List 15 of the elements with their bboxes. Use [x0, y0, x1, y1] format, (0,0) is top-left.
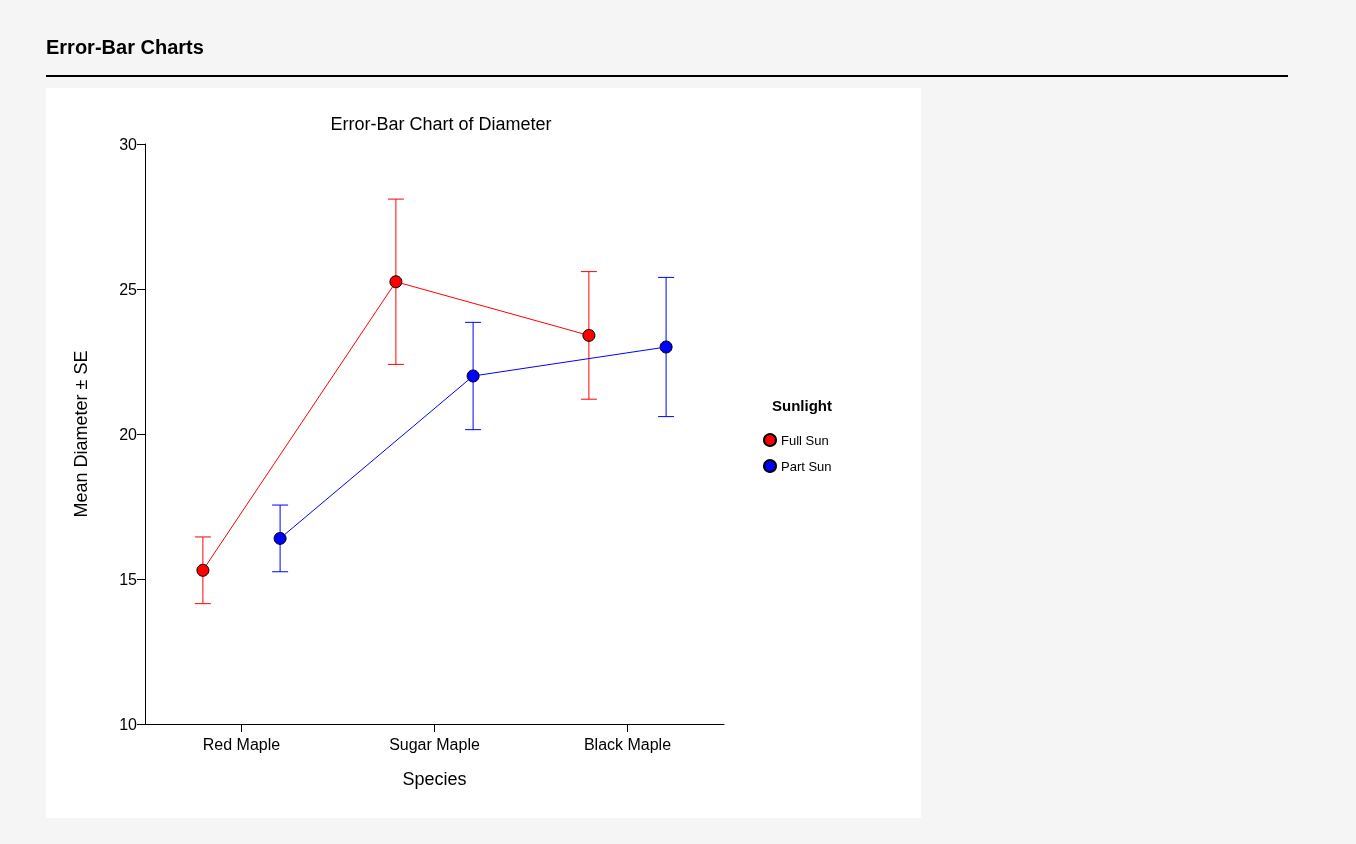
legend-title: Sunlight	[772, 397, 832, 414]
x-axis-title: Species	[402, 769, 467, 789]
text: Error-Bar Charts	[46, 36, 204, 59]
y-axis-title: Mean Diameter ± SE	[71, 350, 91, 518]
y-tick-label: 15	[119, 570, 138, 588]
x-tick-label: Sugar Maple	[389, 735, 480, 753]
y-tick-label: 30	[119, 135, 138, 153]
chart-title: Error-Bar Chart of Diameter	[330, 114, 552, 134]
y-tick-label: 20	[119, 425, 138, 443]
x-tick-label: Red Maple	[202, 735, 281, 753]
legend-label: Part Sun	[781, 458, 832, 474]
legend-label: Full Sun	[781, 432, 829, 448]
x-tick-label: Black Maple	[583, 735, 672, 753]
y-tick-label: 10	[119, 715, 138, 733]
y-tick-label: 25	[119, 280, 138, 298]
